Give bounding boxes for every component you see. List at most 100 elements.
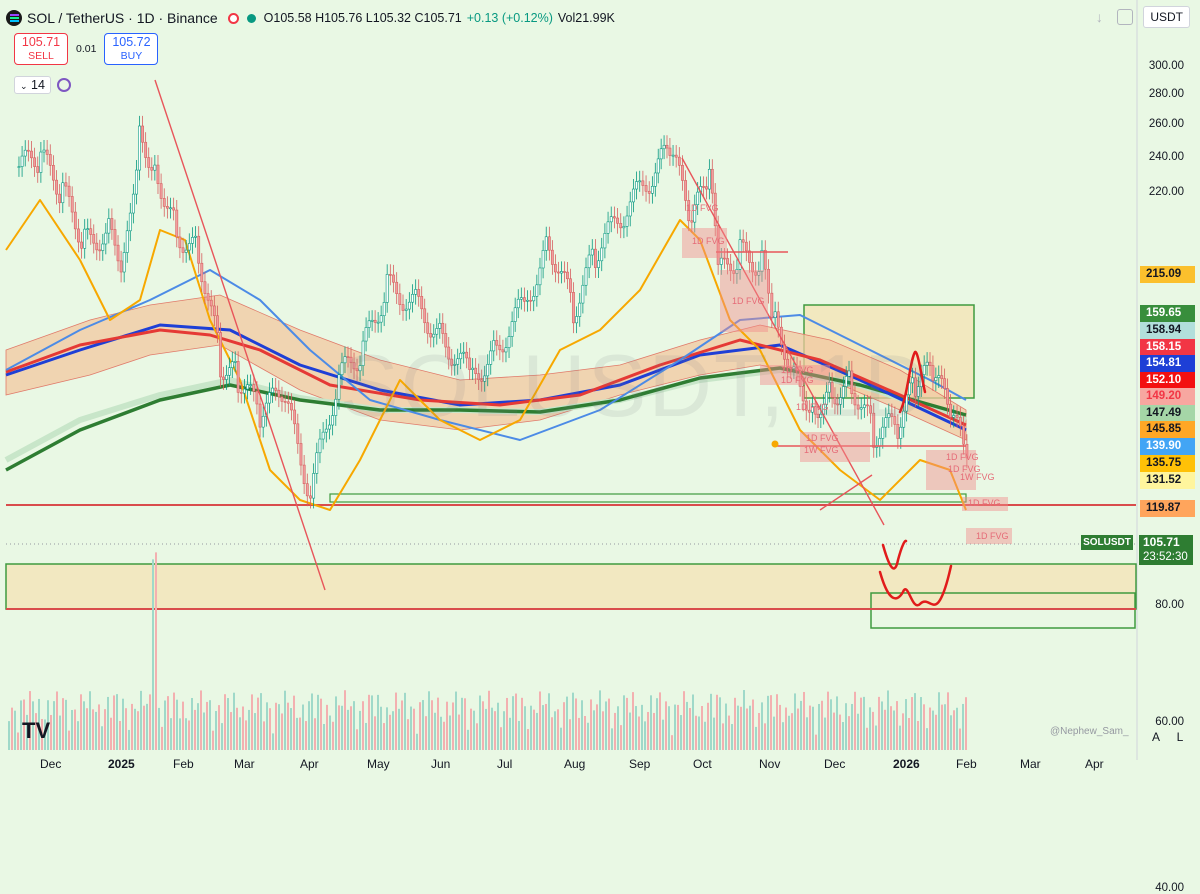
- volume-bar: [245, 720, 247, 750]
- volume-bar: [728, 715, 730, 750]
- candle: [349, 356, 353, 364]
- candle: [550, 249, 554, 265]
- symbol-tag: SOLUSDT: [1081, 535, 1133, 550]
- volume-bar: [569, 719, 571, 750]
- volume-bar: [440, 716, 442, 750]
- candle: [261, 415, 265, 428]
- volume-bar: [647, 711, 649, 750]
- candle: [465, 351, 469, 359]
- candle: [23, 149, 27, 157]
- volume-bar: [359, 710, 361, 750]
- chart-area[interactable]: [0, 0, 1200, 777]
- author-credit: @Nephew_Sam_: [1050, 726, 1129, 737]
- candle: [26, 149, 30, 152]
- candle: [807, 409, 811, 413]
- time-tick-label: Mar: [1020, 757, 1041, 771]
- candle: [625, 215, 629, 227]
- candle: [92, 234, 96, 244]
- volume-bar: [809, 705, 811, 750]
- volume-bar: [650, 695, 652, 750]
- buy-button[interactable]: 105.72 BUY: [104, 33, 159, 65]
- candle: [902, 410, 906, 428]
- volume-bar: [530, 705, 532, 750]
- price-chart[interactable]: [0, 0, 1200, 777]
- download-icon[interactable]: ↓: [1095, 9, 1103, 25]
- candle: [653, 172, 657, 187]
- volume-bar: [554, 711, 556, 750]
- fullscreen-icon[interactable]: [1117, 9, 1134, 25]
- volume-bar: [839, 714, 841, 750]
- volume-bar: [299, 717, 301, 750]
- indicator-toggle[interactable]: ⌄ 14: [14, 76, 51, 94]
- volume-bar: [50, 714, 52, 750]
- candle: [856, 404, 860, 410]
- tradingview-logo[interactable]: TV: [22, 718, 51, 743]
- volume-bar: [902, 713, 904, 750]
- volume-bar: [773, 716, 775, 750]
- volume-bar: [203, 712, 205, 750]
- fvg-label: 1W FVG: [804, 445, 839, 455]
- volume-bar: [434, 712, 436, 750]
- candle: [230, 361, 234, 369]
- candle: [650, 185, 654, 194]
- sell-button[interactable]: 105.71 SELL: [14, 33, 68, 65]
- volume-bar: [467, 729, 469, 750]
- volume-bar: [368, 694, 370, 750]
- candle: [827, 382, 831, 393]
- log-scale-button[interactable]: L: [1176, 730, 1184, 744]
- volume-bar: [710, 693, 712, 750]
- candle: [358, 365, 362, 372]
- ohlc-values: O105.58 H105.76 L105.32 C105.71: [263, 11, 462, 25]
- candle: [716, 225, 720, 265]
- candle: [671, 154, 675, 157]
- auto-scale-button[interactable]: A: [1151, 730, 1160, 744]
- volume-bar: [395, 692, 397, 750]
- volume-bar: [830, 699, 832, 750]
- candle: [955, 415, 959, 418]
- fvg-box: [760, 365, 830, 385]
- candle: [884, 417, 888, 428]
- candle: [70, 196, 74, 213]
- currency-selector[interactable]: USDT: [1143, 6, 1190, 28]
- candle: [181, 247, 185, 253]
- sync-icon[interactable]: [56, 78, 71, 92]
- candle: [741, 239, 745, 243]
- candle: [346, 356, 350, 358]
- candle: [444, 333, 448, 348]
- volume-bar: [803, 691, 805, 750]
- bar-countdown: 23:52:30: [1139, 550, 1193, 565]
- candle: [447, 346, 451, 360]
- volume-bar: [233, 692, 235, 750]
- candle: [343, 356, 347, 364]
- fvg-label: 1D FVG: [806, 433, 839, 443]
- volume-bar: [185, 718, 187, 750]
- candle: [165, 206, 169, 209]
- volume-bar: [401, 700, 403, 750]
- symbol-title[interactable]: SOL / TetherUS · 1D · Binance: [6, 10, 218, 26]
- volume-bar: [623, 695, 625, 750]
- time-tick-label: Oct: [693, 757, 712, 771]
- volume-bar: [20, 700, 22, 750]
- volume-bar: [686, 701, 688, 750]
- volume-bar: [38, 698, 40, 750]
- candle: [702, 186, 705, 188]
- volume-bar: [251, 694, 253, 750]
- time-tick-label: Aug: [564, 757, 586, 771]
- volume-bar: [392, 711, 394, 750]
- candle: [751, 262, 754, 273]
- candle: [937, 375, 941, 378]
- volume-bar: [44, 719, 46, 750]
- candle: [896, 424, 900, 439]
- candle: [36, 166, 40, 173]
- volume-bar: [680, 715, 682, 750]
- candle: [622, 226, 626, 229]
- candle: [450, 358, 454, 366]
- candle: [222, 376, 225, 380]
- volume-bar: [764, 723, 766, 750]
- volume-bar: [398, 708, 400, 750]
- candle: [312, 473, 316, 499]
- candle: [911, 377, 914, 384]
- candle: [810, 406, 814, 413]
- volume-bar: [770, 695, 772, 750]
- candle: [395, 281, 399, 294]
